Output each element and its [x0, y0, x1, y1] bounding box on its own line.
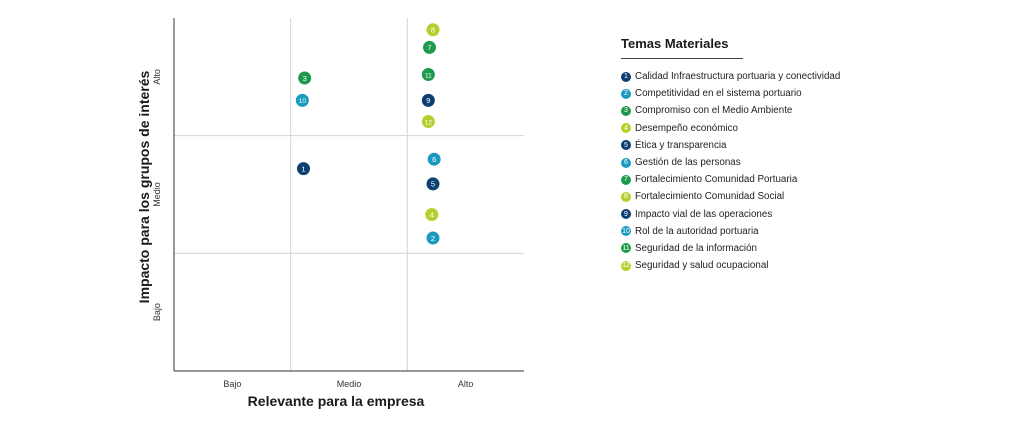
- legend-item: 1 Calidad Infraestructura portuaria y con…: [621, 68, 881, 85]
- legend-item: 3 Compromiso con el Medio Ambiente: [621, 102, 881, 119]
- legend-marker: 4: [621, 123, 631, 134]
- y-tick-label: Alto: [152, 69, 162, 85]
- data-point: 7: [423, 40, 436, 54]
- data-point-marker: [295, 93, 309, 107]
- legend-item: 7 Fortalecimiento Comunidad Portuaria: [621, 171, 881, 188]
- data-point-label: 8: [431, 26, 435, 35]
- legend-item: 6 Gestión de las personas: [621, 154, 881, 171]
- legend-marker: 10: [621, 226, 631, 237]
- legend-title: Temas Materiales: [621, 36, 743, 59]
- data-point-label: 4: [430, 210, 434, 219]
- data-point-label: 11: [425, 72, 432, 79]
- legend-label: Seguridad de la información: [635, 242, 757, 254]
- data-point-label: 12: [425, 119, 433, 126]
- data-point: 6: [427, 152, 441, 166]
- data-point-marker: [426, 231, 440, 245]
- tick-labels: Bajo Medio Alto Bajo Medio Alto: [152, 69, 473, 389]
- x-axis-label: Relevante para la empresa: [248, 393, 425, 409]
- data-point-label: 9: [426, 96, 430, 105]
- data-point-label: 5: [431, 180, 435, 189]
- y-tick-label: Medio: [152, 182, 162, 207]
- data-point: 9: [421, 93, 435, 107]
- data-point-marker: [426, 23, 440, 37]
- data-point-marker: [421, 67, 435, 81]
- y-axis-label: Impacto para los grupos de interés: [136, 70, 152, 303]
- legend-marker: 1: [621, 71, 631, 82]
- data-point: 8: [426, 23, 440, 37]
- axes: [173, 18, 524, 372]
- legend-marker: 5: [621, 140, 631, 151]
- data-point: 2: [426, 231, 440, 245]
- legend: Temas Materiales 1 Calidad Infraestructur…: [621, 36, 881, 274]
- y-tick-label: Bajo: [152, 303, 162, 321]
- data-point-marker: [426, 177, 440, 191]
- legend-label: Ética y transparencia: [635, 139, 727, 151]
- data-point: 3: [298, 71, 312, 85]
- legend-label: Calidad Infraestructura portuaria y cone…: [635, 71, 841, 83]
- legend-marker: 8: [621, 191, 631, 202]
- data-point: 5: [426, 177, 440, 191]
- legend-marker: 2: [621, 88, 631, 99]
- legend-marker: 7: [621, 174, 631, 185]
- data-point-label: 7: [427, 43, 431, 52]
- legend-label: Impacto vial de las operaciones: [635, 208, 773, 220]
- data-point: 11: [421, 67, 435, 81]
- legend-item: 4 Desempeño económico: [621, 120, 881, 137]
- x-tick-label: Medio: [337, 379, 362, 389]
- data-point-marker: [421, 115, 435, 129]
- materiality-chart: Bajo Medio Alto Bajo Medio Alto Relevante par…: [136, 18, 524, 409]
- legend-label: Competitividad en el sistema portuario: [635, 88, 802, 100]
- legend-marker: 12: [621, 260, 631, 271]
- data-point-label: 2: [431, 234, 435, 243]
- legend-item: 11 Seguridad de la información: [621, 240, 881, 257]
- data-point-marker: [297, 162, 310, 176]
- x-tick-label: Bajo: [223, 379, 241, 389]
- legend-item: 10 Rol de la autoridad portuaria: [621, 223, 881, 240]
- legend-marker: 9: [621, 209, 631, 220]
- data-point-label: 6: [432, 155, 436, 164]
- data-point-marker: [421, 93, 435, 107]
- legend-items: 1 Calidad Infraestructura portuaria y con…: [621, 68, 881, 274]
- legend-item: 2 Competitividad en el sistema portuario: [621, 85, 881, 102]
- data-point-label: 10: [299, 98, 307, 105]
- legend-item: 8 Fortalecimiento Comunidad Social: [621, 188, 881, 205]
- legend-item: 12 Seguridad y salud ocupacional: [621, 257, 881, 274]
- grid-lines: [174, 18, 524, 371]
- data-point-label: 1: [301, 164, 305, 173]
- data-point: 12: [421, 115, 435, 129]
- legend-label: Seguridad y salud ocupacional: [635, 260, 769, 272]
- legend-label: Compromiso con el Medio Ambiente: [635, 105, 793, 117]
- legend-item: 9 Impacto vial de las operaciones: [621, 206, 881, 223]
- legend-marker: 11: [621, 243, 631, 254]
- data-point: 1: [297, 162, 310, 176]
- data-point-marker: [423, 40, 436, 54]
- data-point-marker: [427, 152, 441, 166]
- legend-label: Fortalecimiento Comunidad Social: [635, 191, 785, 203]
- legend-label: Desempeño económico: [635, 122, 738, 134]
- legend-label: Fortalecimiento Comunidad Portuaria: [635, 174, 798, 186]
- data-point-marker: [425, 208, 439, 222]
- legend-label: Rol de la autoridad portuaria: [635, 225, 759, 237]
- legend-marker: 3: [621, 105, 631, 116]
- legend-item: 5 Ética y transparencia: [621, 137, 881, 154]
- data-point-label: 3: [303, 74, 307, 83]
- legend-marker: 6: [621, 157, 631, 168]
- data-point: 10: [295, 93, 309, 107]
- x-tick-label: Alto: [458, 379, 474, 389]
- data-point-marker: [298, 71, 312, 85]
- legend-label: Gestión de las personas: [635, 157, 741, 169]
- data-point: 4: [425, 208, 439, 222]
